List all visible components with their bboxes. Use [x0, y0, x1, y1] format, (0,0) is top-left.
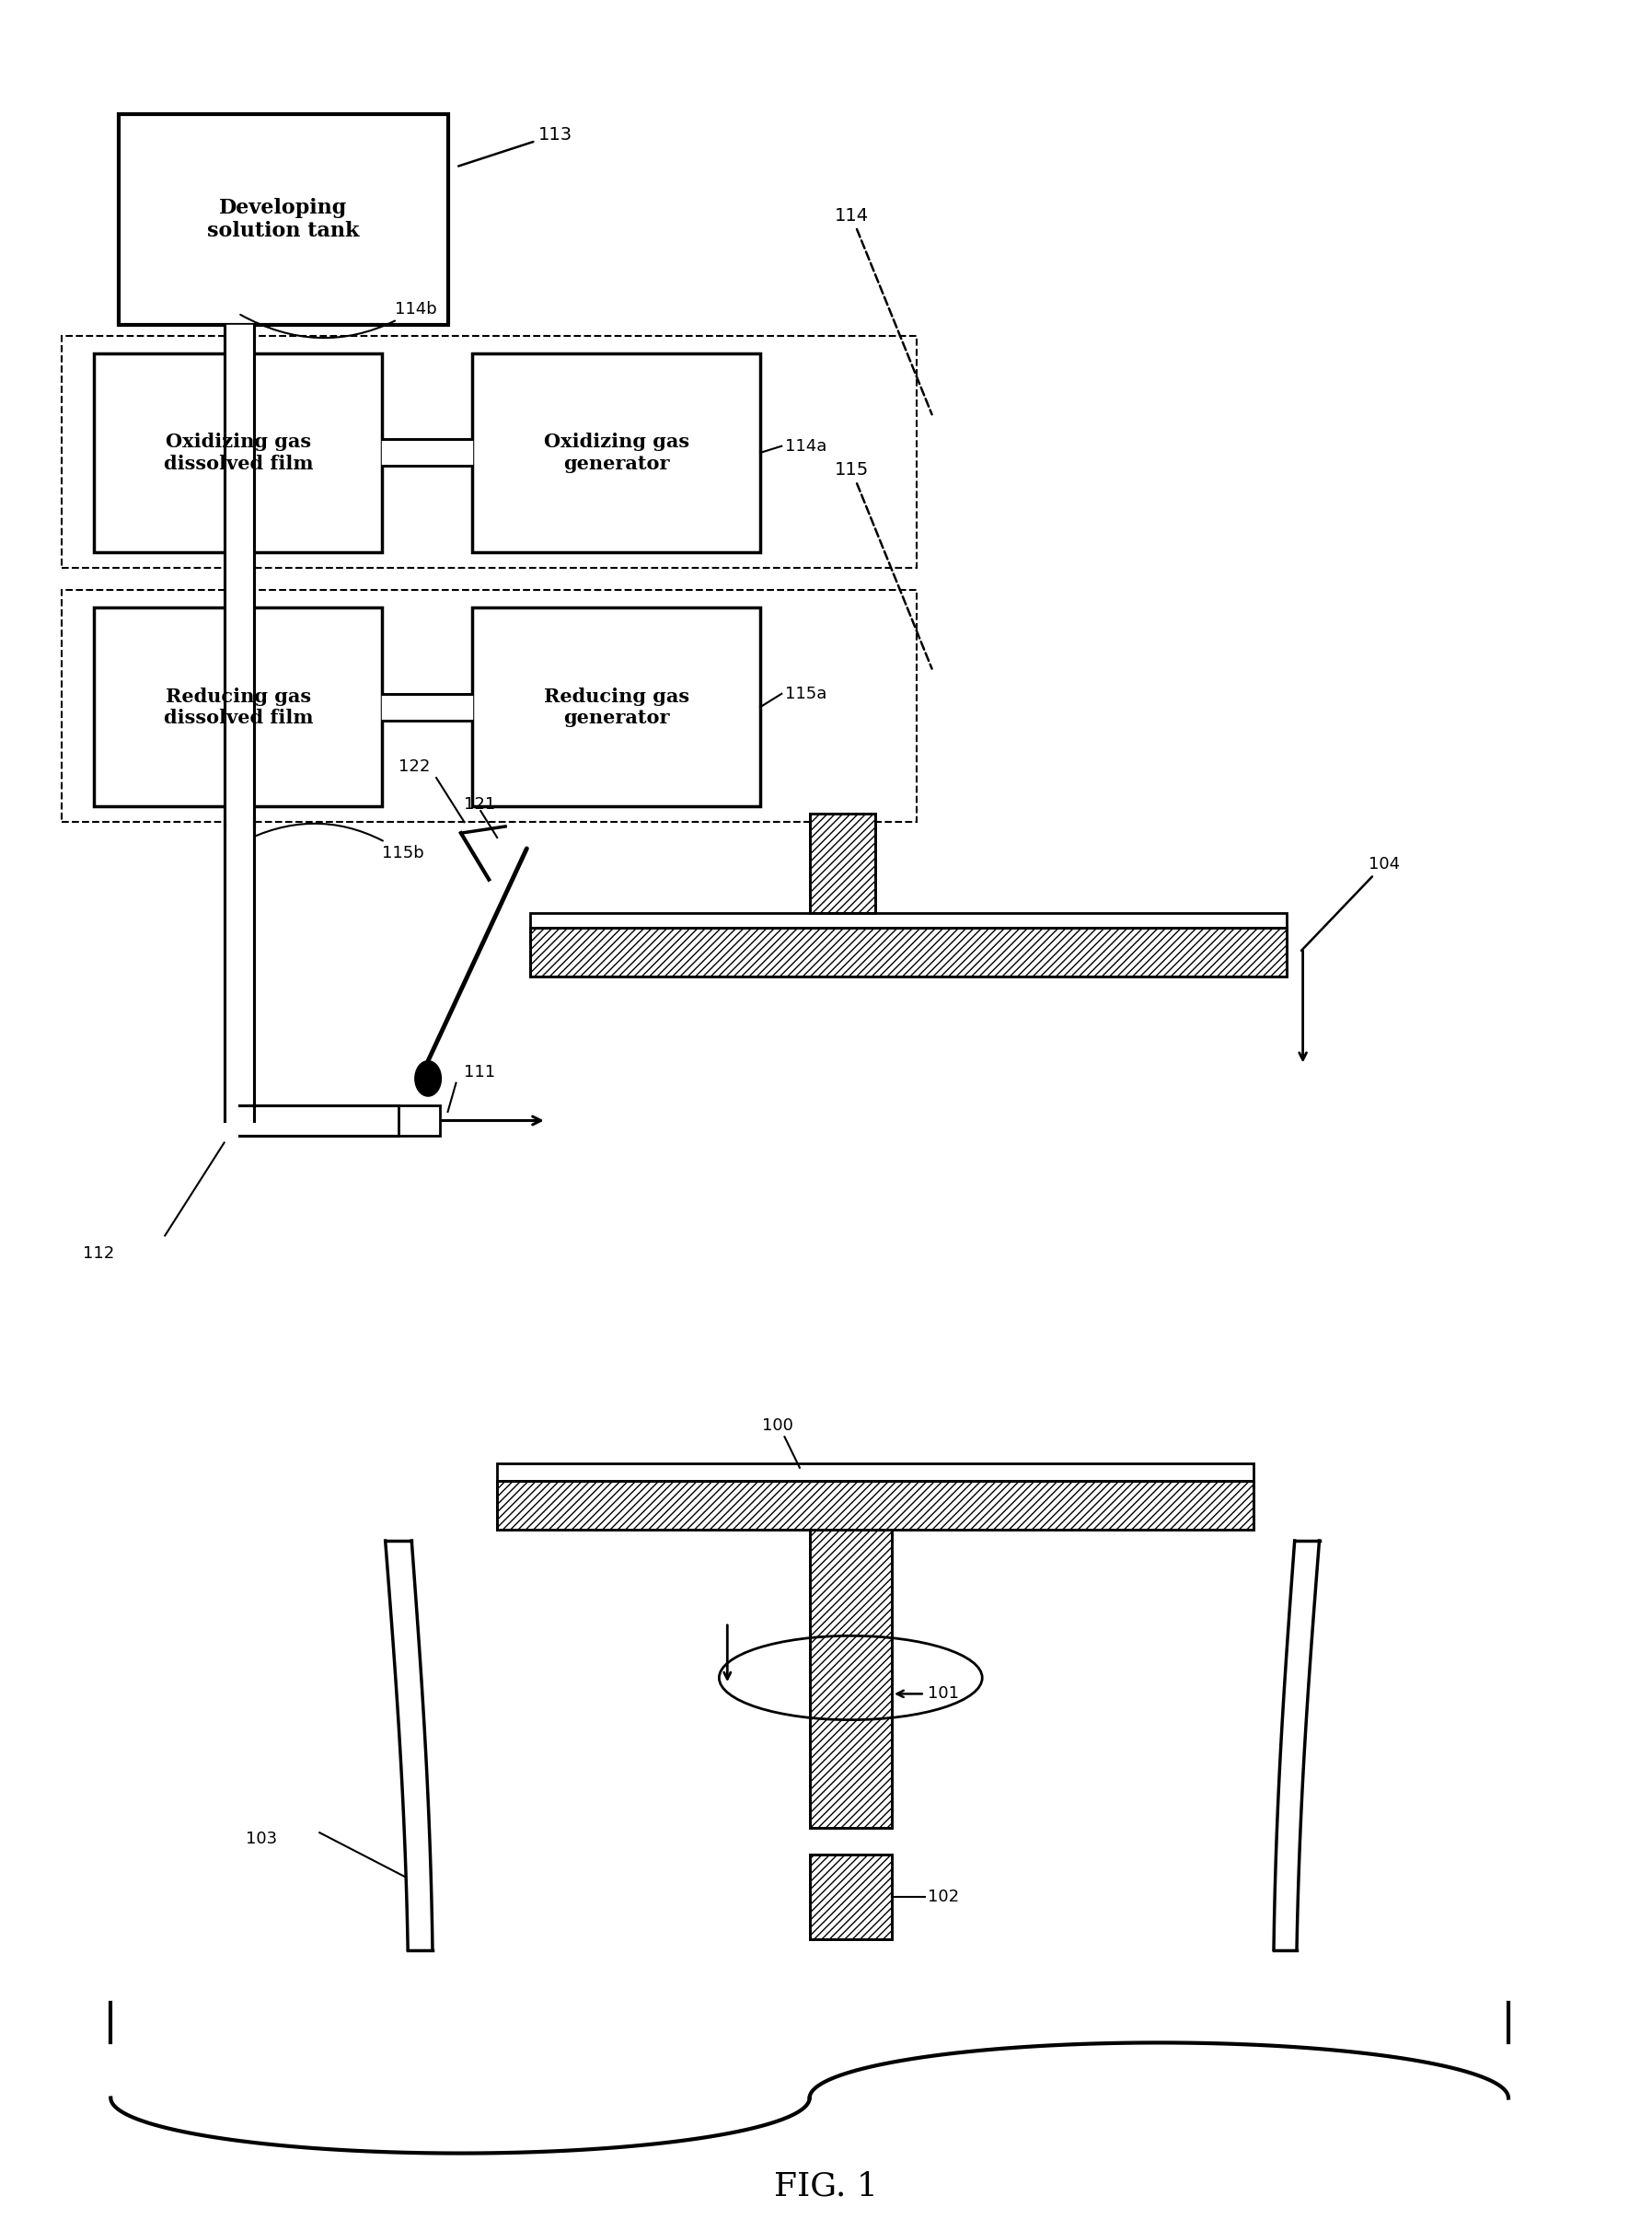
Text: Reducing gas
dissolved film: Reducing gas dissolved film [164, 688, 312, 728]
Bar [809, 1529, 892, 1828]
Text: 100: 100 [762, 1418, 793, 1433]
Text: 114: 114 [834, 206, 932, 415]
Text: 122: 122 [398, 759, 430, 774]
Bar [472, 608, 760, 805]
Bar [530, 912, 1287, 928]
Text: Reducing gas
generator: Reducing gas generator [544, 688, 689, 728]
Bar [94, 353, 382, 553]
Text: 111: 111 [464, 1063, 496, 1081]
Bar [497, 1480, 1254, 1529]
Bar [530, 928, 1287, 976]
Text: 114b: 114b [241, 300, 438, 337]
Text: 113: 113 [459, 126, 572, 166]
Text: 101: 101 [928, 1686, 960, 1702]
Text: 112: 112 [83, 1245, 114, 1263]
Polygon shape [385, 1540, 433, 1951]
Bar [398, 1105, 439, 1136]
Circle shape [415, 1061, 441, 1096]
Bar [61, 590, 917, 821]
Bar [809, 1529, 892, 1828]
Text: Oxidizing gas
generator: Oxidizing gas generator [544, 433, 689, 473]
Text: FIG. 1: FIG. 1 [775, 2170, 877, 2201]
Bar [94, 608, 382, 805]
Text: 115a: 115a [785, 686, 826, 701]
Bar [809, 812, 876, 912]
Text: 121: 121 [464, 797, 496, 812]
Bar [809, 812, 876, 912]
Text: 114a: 114a [785, 437, 826, 455]
Bar [472, 353, 760, 553]
Bar [497, 1480, 1254, 1529]
Bar [809, 1855, 892, 1939]
Text: Oxidizing gas
dissolved film: Oxidizing gas dissolved film [164, 433, 312, 473]
Polygon shape [1274, 1540, 1320, 1951]
Text: 115b: 115b [241, 823, 425, 861]
Bar [61, 335, 917, 568]
Text: 115: 115 [834, 462, 932, 668]
Bar [497, 1462, 1254, 1480]
Bar [809, 1855, 892, 1939]
Bar [119, 115, 448, 324]
Text: 104: 104 [1302, 857, 1399, 950]
Text: Developing
solution tank: Developing solution tank [206, 197, 360, 242]
Bar [530, 928, 1287, 976]
Text: 103: 103 [246, 1831, 278, 1848]
Text: 102: 102 [928, 1888, 960, 1906]
